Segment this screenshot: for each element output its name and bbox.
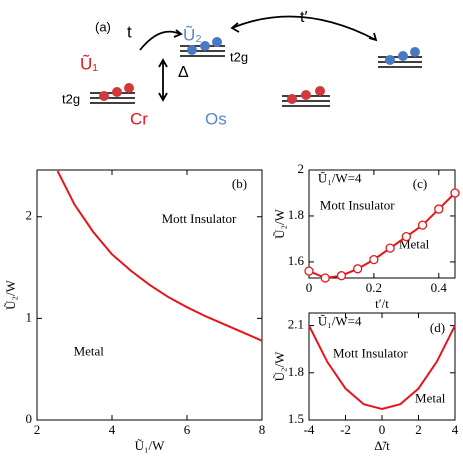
- marker: [434, 204, 444, 214]
- y-tick-label: 2: [298, 161, 305, 176]
- arrows: [139, 15, 378, 102]
- y-tick-label: 2.1: [288, 317, 304, 332]
- electrons: [187, 37, 420, 65]
- y-tick-label: 2: [26, 208, 33, 223]
- electrons: [99, 83, 325, 104]
- levels: [90, 45, 422, 107]
- x-tick-label: -4: [304, 422, 315, 437]
- x-tick-label: 0.4: [431, 280, 448, 295]
- x-axis-label: Δ̃/t: [374, 438, 390, 453]
- y-tick-label: 1.6: [288, 253, 305, 268]
- delta-label: Δ: [178, 64, 189, 81]
- annotation: Ũ₁/W=4: [318, 171, 362, 186]
- y-tick-label: 1.5: [288, 411, 304, 426]
- y-axis-label: Ũ₂/W: [272, 351, 287, 382]
- t2g-label: t2g: [230, 49, 248, 64]
- u1-label: Ũ₁: [80, 54, 98, 73]
- y-tick-label: 1: [26, 309, 33, 324]
- panel-label: (a): [95, 19, 111, 34]
- x-tick-label: 4: [109, 422, 116, 437]
- x-tick-label: 0.2: [366, 280, 382, 295]
- x-tick-label: 4: [452, 422, 459, 437]
- plot-frame: [308, 169, 456, 279]
- annotation: Ũ₁/W=4: [318, 314, 362, 329]
- x-axis-label: Ũ₁/W: [135, 438, 166, 453]
- u2-label: Ũ₂: [183, 25, 202, 44]
- marker: [401, 231, 411, 242]
- marker: [336, 271, 347, 281]
- series-line: [308, 192, 456, 280]
- panel-a: (a) t t′ Ũ₂ t2g Ũ₁ Δ t2g Cr Os: [62, 9, 422, 128]
- annotation: Mott Insulator: [333, 346, 408, 361]
- y-tick-label: 1.8: [288, 364, 304, 379]
- annotation: Mott Insulator: [162, 211, 237, 226]
- os-label: Os: [205, 109, 227, 128]
- y-tick-label: 0: [26, 411, 33, 426]
- x-axis-label: t′/t: [375, 296, 389, 311]
- y-axis-label: Ũ₂/W: [272, 208, 287, 239]
- plot-frame: [36, 169, 263, 421]
- x-tick-label: 2: [34, 422, 41, 437]
- series-line: [308, 325, 456, 411]
- cr-label: Cr: [130, 109, 148, 128]
- x-tick-label: 0: [379, 422, 386, 437]
- series-line: [56, 170, 263, 342]
- y-tick-label: 1.8: [288, 207, 304, 222]
- marker: [385, 243, 395, 253]
- x-tick-label: 0: [306, 280, 313, 295]
- marker: [320, 273, 330, 283]
- y-axis-label: Ũ₂/W: [3, 279, 18, 310]
- annotation: (b): [232, 176, 247, 191]
- marker: [450, 188, 460, 198]
- marker: [353, 264, 363, 274]
- marker: [417, 220, 428, 230]
- hop-label: t: [127, 22, 132, 41]
- annotation: Mott Insulator: [320, 198, 395, 213]
- x-tick-label: 2: [415, 422, 422, 437]
- annotation: (c): [413, 176, 427, 191]
- x-tick-label: -2: [340, 422, 351, 437]
- x-tick-label: 8: [259, 422, 266, 437]
- x-tick-label: 6: [184, 422, 191, 437]
- t2g-label: t2g: [62, 91, 80, 106]
- annotation: (d): [430, 320, 445, 335]
- annotation: Metal: [415, 391, 446, 406]
- annotation: Metal: [74, 343, 105, 358]
- marker: [369, 254, 379, 265]
- marker: [304, 266, 314, 276]
